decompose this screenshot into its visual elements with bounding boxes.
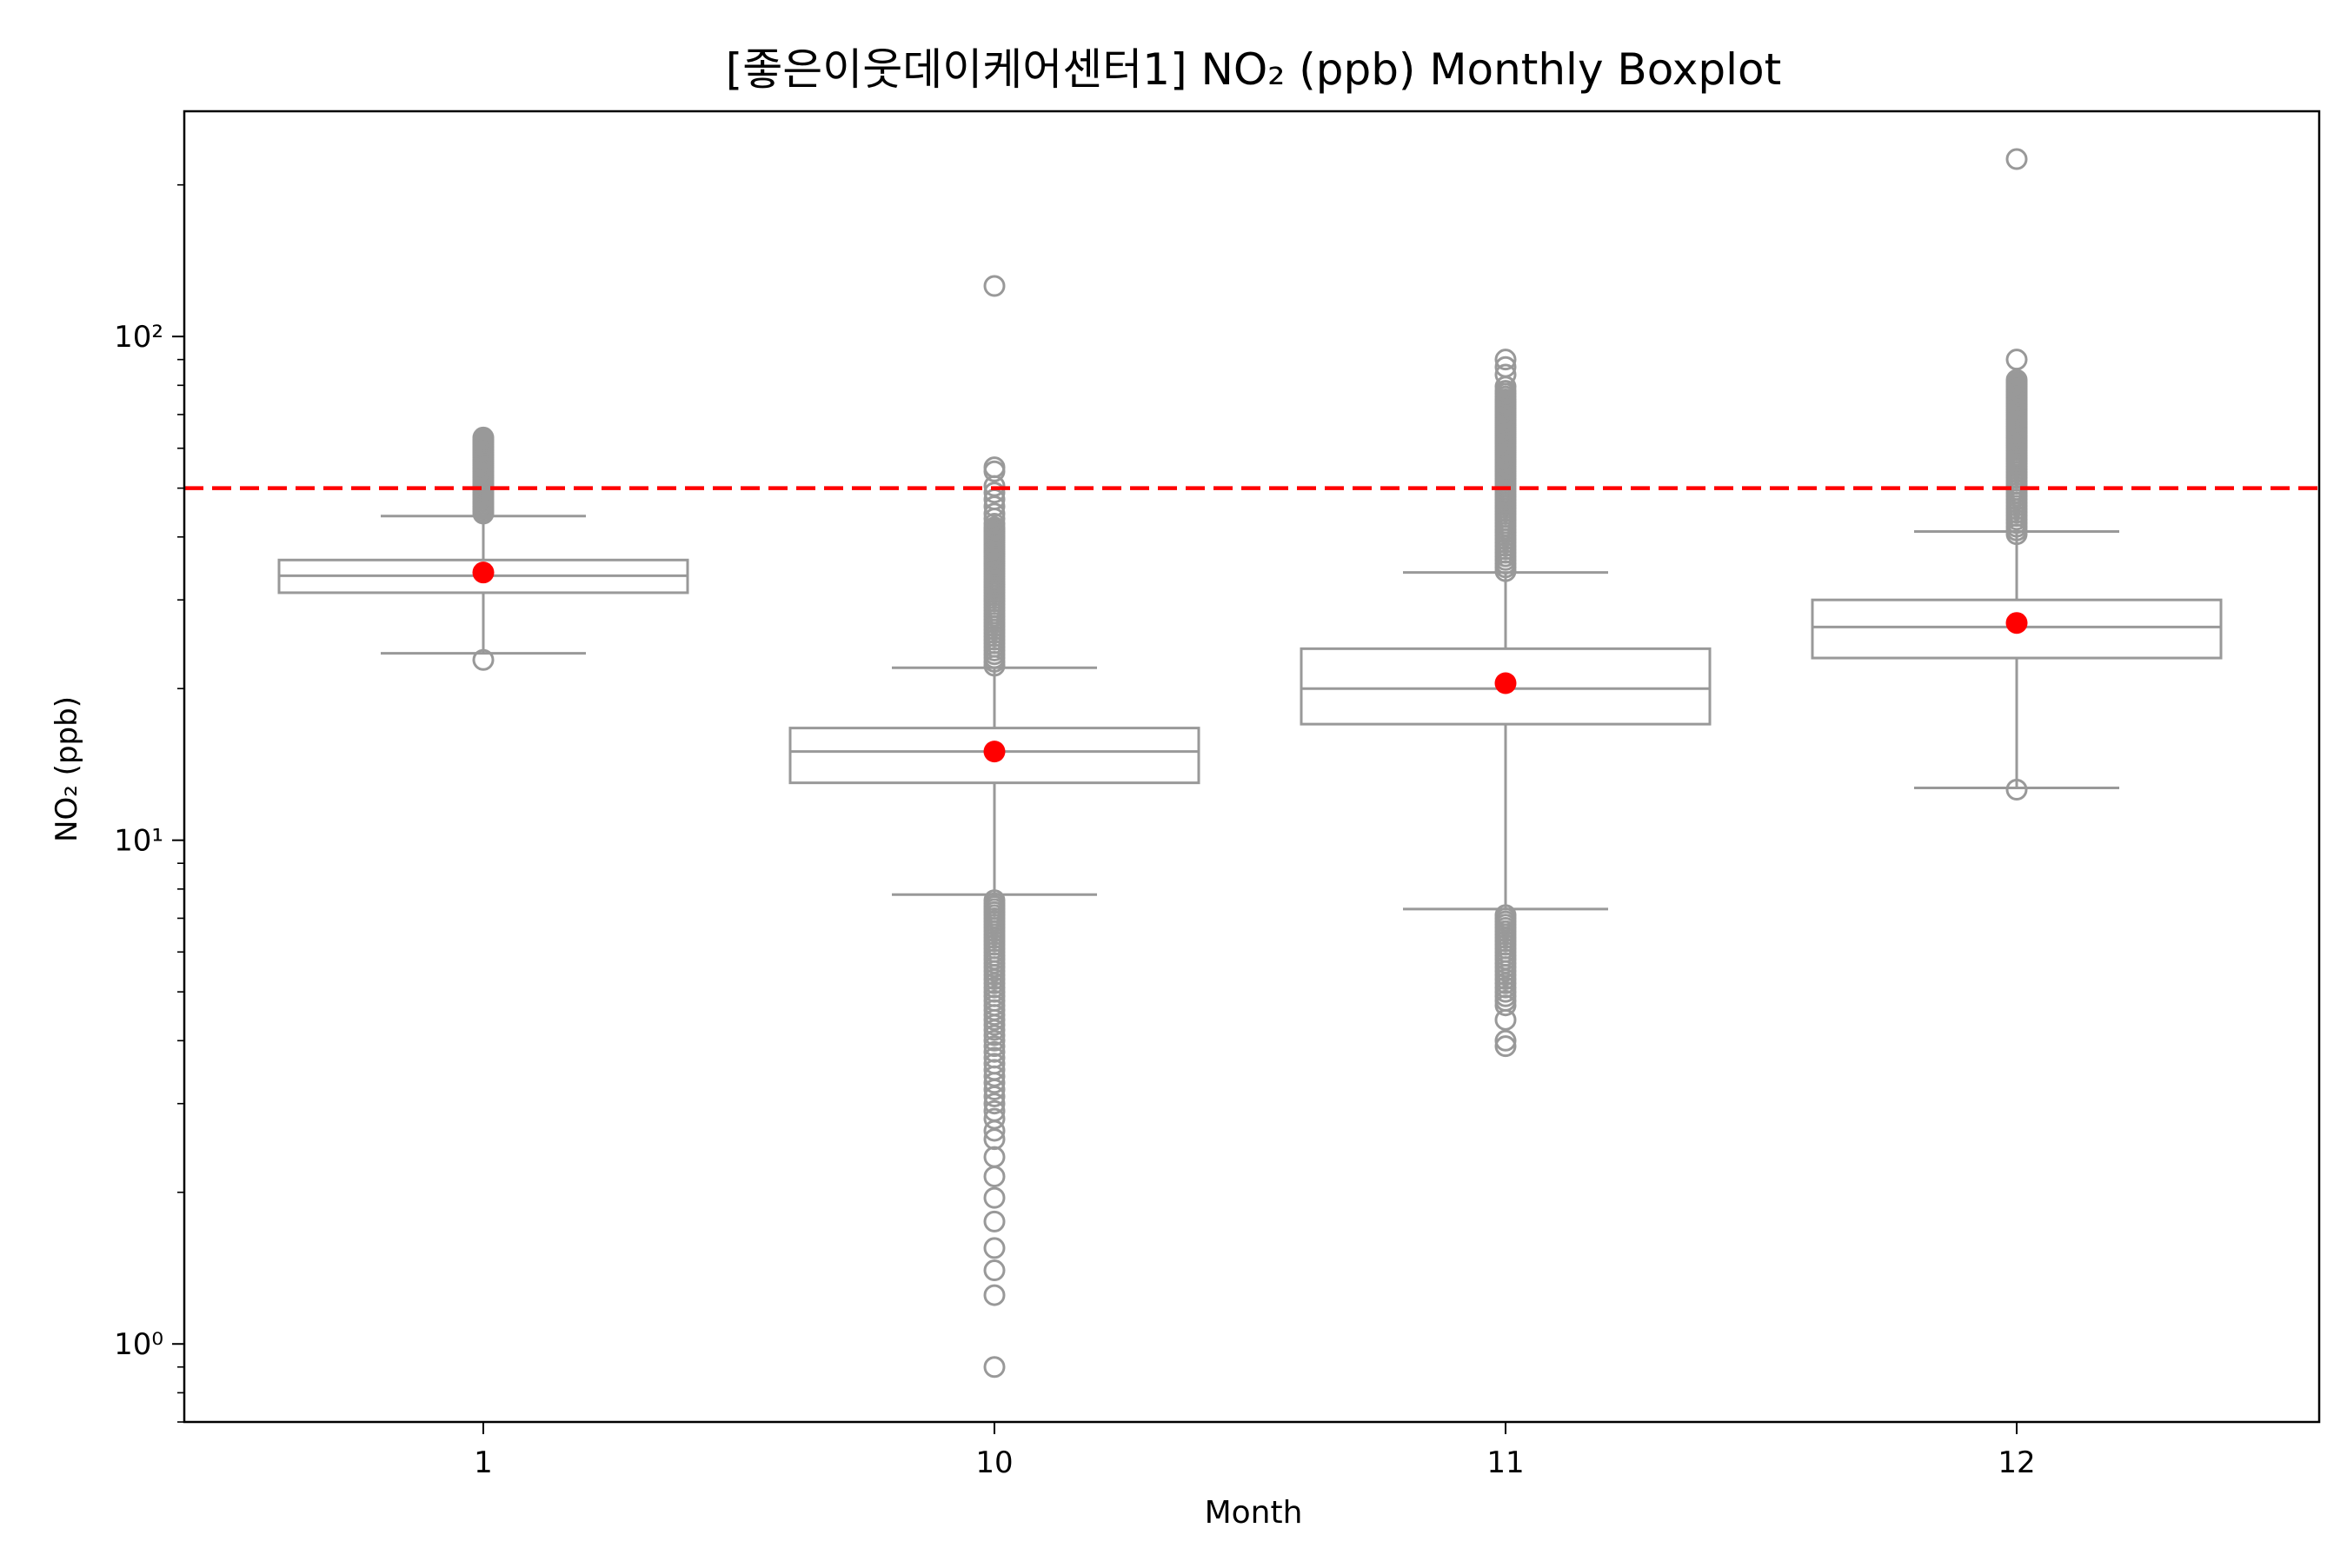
outlier-point	[472, 426, 495, 448]
outlier-point	[1494, 363, 1517, 386]
plot-area: 10⁰ 10¹ 10² 1 10 11 12	[114, 110, 2321, 1480]
outlier-point	[983, 1128, 1006, 1151]
outlier-point	[983, 502, 1006, 525]
mean-marker	[983, 741, 1006, 763]
outlier-point	[983, 1356, 1006, 1379]
mean-marker	[2005, 612, 2028, 635]
outlier-point	[983, 1210, 1006, 1232]
outlier-point	[1494, 1029, 1517, 1052]
outlier-point	[2005, 779, 2028, 801]
outlier-point	[983, 1035, 1006, 1058]
x-tick-label: 11	[1486, 1445, 1524, 1480]
outlier-point	[983, 482, 1006, 504]
chart-title: [좋은이웃데이케어센터1] NO₂ (ppb) Monthly Boxplot	[726, 44, 1781, 95]
outlier-point	[983, 1100, 1006, 1122]
y-tick-label: 10¹	[114, 824, 163, 859]
box-group-month-10: 10	[788, 275, 1200, 1480]
y-tick-label: 10²	[114, 320, 163, 355]
y-tick-label: 10⁰	[114, 1327, 163, 1362]
outlier-point	[983, 1093, 1006, 1115]
axes-frame	[183, 110, 2321, 1424]
outlier-point	[983, 889, 1006, 912]
mean-marker	[472, 561, 495, 584]
outlier-point	[1494, 904, 1517, 927]
x-tick-label: 1	[474, 1445, 493, 1480]
x-tick-label: 12	[1998, 1445, 2035, 1480]
outlier-point	[1494, 1035, 1517, 1058]
outlier-point	[983, 1053, 1006, 1075]
outlier-point	[983, 1284, 1006, 1306]
y-axis-label: NO₂ (ppb)	[50, 696, 84, 842]
box-group-month-12: 12	[1811, 148, 2223, 1480]
box-group-month-1: 1	[277, 426, 689, 1480]
x-axis-label: Month	[1205, 1495, 1303, 1531]
outlier-point	[2005, 148, 2028, 170]
outlier-point	[983, 1186, 1006, 1209]
mean-marker	[1494, 672, 1517, 694]
outlier-point	[983, 1259, 1006, 1282]
x-tick-label: 10	[975, 1445, 1013, 1480]
outlier-point	[983, 1040, 1006, 1063]
outlier-point	[1494, 355, 1517, 378]
box-group-month-11: 11	[1300, 349, 1712, 1480]
outlier-point	[472, 648, 495, 671]
outlier-point	[983, 1046, 1006, 1069]
outlier-point	[983, 456, 1006, 479]
outlier-point	[983, 1029, 1006, 1052]
outlier-point	[983, 1237, 1006, 1259]
outlier-point	[983, 275, 1006, 297]
outlier-point	[983, 1107, 1006, 1130]
outlier-point	[2005, 349, 2028, 371]
outlier-point	[1494, 349, 1517, 371]
